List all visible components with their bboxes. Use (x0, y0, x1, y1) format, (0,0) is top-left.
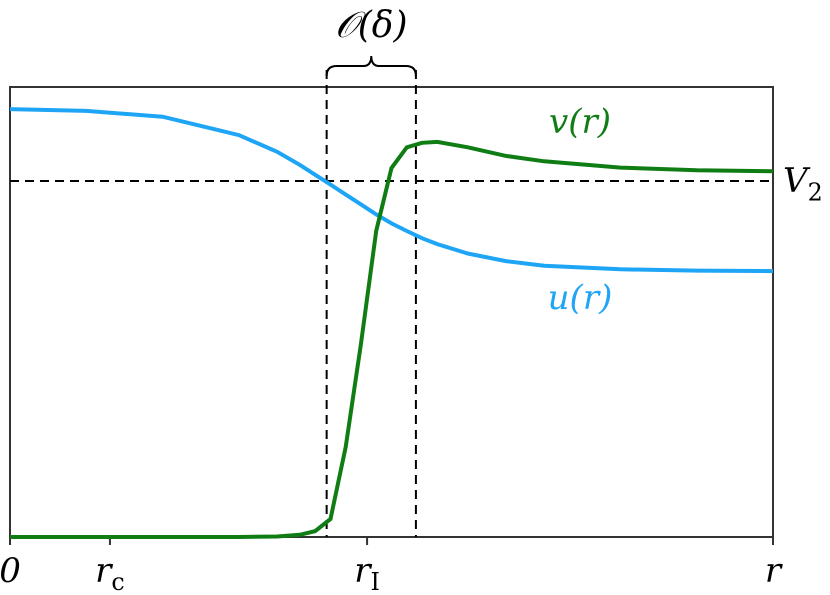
x-tick-label: r (765, 551, 783, 591)
reference-label: V2 (783, 161, 823, 206)
series-label: v(r) (549, 102, 611, 142)
line-u (9, 107, 774, 274)
reference-label-main: V (783, 161, 811, 201)
x-tick-label-main: r (354, 551, 372, 591)
x-tick-label: rc (95, 551, 125, 595)
x-tick-label: rI (354, 551, 380, 595)
x-tick-label-sub: I (371, 568, 380, 595)
span-brace (325, 55, 417, 77)
series-label: u(r) (548, 278, 613, 318)
span-label: 𝒪(δ) (335, 5, 407, 46)
plot-frame (9, 86, 774, 538)
line-v (10, 139, 774, 539)
reference-label-sub: 2 (808, 178, 823, 206)
x-tick-label-main: r (95, 551, 113, 591)
x-tick-label-main: 0 (0, 551, 21, 591)
x-tick-label-sub: c (111, 568, 124, 595)
x-tick-label: 0 (0, 551, 21, 591)
x-tick-label-main: r (765, 551, 783, 591)
